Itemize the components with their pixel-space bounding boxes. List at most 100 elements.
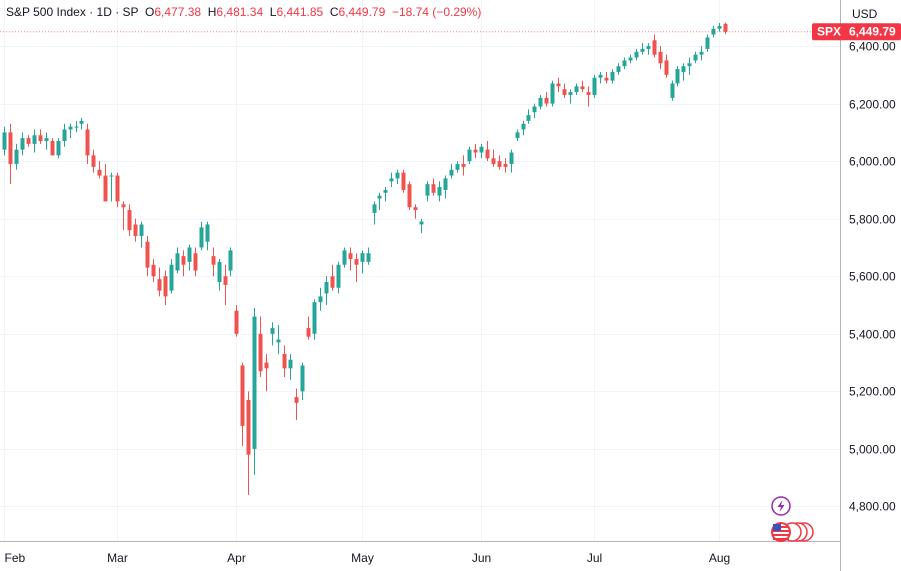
candle — [544, 92, 549, 107]
candle — [372, 201, 377, 225]
candle-body — [550, 83, 555, 104]
candle — [294, 388, 299, 421]
candle — [169, 258, 174, 294]
candle-body — [211, 256, 216, 265]
candle — [336, 261, 341, 294]
candle-body — [318, 296, 323, 303]
interval[interactable]: 1D — [96, 5, 112, 19]
candle — [687, 57, 692, 75]
candle — [288, 353, 293, 380]
candle-body — [342, 250, 347, 265]
candle-body — [401, 172, 406, 190]
low-label: L — [269, 5, 277, 19]
candle-body — [526, 115, 531, 121]
candle — [282, 345, 287, 377]
x-tick-label: Feb — [5, 551, 26, 565]
candle — [604, 71, 609, 84]
candle — [223, 264, 228, 306]
candle — [509, 149, 514, 173]
candle-body — [622, 60, 627, 67]
candle-body — [157, 279, 162, 291]
candle-body — [282, 353, 287, 369]
candle — [699, 46, 704, 61]
candle — [640, 43, 645, 55]
candle — [449, 164, 454, 179]
candle — [139, 221, 144, 248]
candle-body — [270, 328, 275, 334]
candle — [532, 103, 537, 118]
candle — [425, 181, 430, 202]
candle-body — [300, 365, 305, 392]
candle-body — [193, 253, 198, 271]
candle — [586, 86, 591, 107]
low-value: 6,441.85 — [276, 5, 324, 19]
x-tick-label: Jun — [472, 551, 491, 565]
candle — [318, 287, 323, 311]
candle — [377, 192, 382, 211]
lightning-icon[interactable] — [771, 496, 791, 516]
y-tick-label: 6,400.00 — [849, 40, 896, 54]
candle-body — [312, 302, 317, 334]
candle-body — [121, 204, 126, 208]
candle-body — [8, 132, 13, 165]
candle — [240, 362, 245, 447]
candle — [592, 74, 597, 98]
candle — [711, 25, 716, 38]
candle — [515, 129, 520, 142]
candle — [568, 89, 573, 104]
y-tick-label: 6,200.00 — [849, 98, 896, 112]
candle-body — [419, 221, 424, 225]
candle — [675, 66, 680, 87]
candle — [26, 135, 31, 147]
candle-body — [14, 149, 19, 165]
candle — [50, 138, 55, 156]
candle — [723, 22, 728, 34]
x-tick-label: May — [351, 551, 374, 565]
candle-body — [348, 253, 353, 259]
currency-label[interactable]: USD — [852, 7, 878, 21]
candle — [503, 158, 508, 173]
candle-body — [133, 224, 138, 236]
candle-body — [97, 169, 102, 176]
us-flag-icon[interactable] — [771, 522, 814, 542]
candle-body — [413, 207, 418, 211]
candle — [20, 132, 25, 156]
candle — [360, 250, 365, 274]
candle-body — [425, 184, 430, 196]
x-tick-label: Apr — [227, 551, 246, 565]
candle — [652, 34, 657, 58]
candle-body — [139, 224, 144, 236]
candle-body — [187, 247, 192, 262]
candle-body — [389, 178, 394, 182]
candle — [455, 161, 460, 173]
candle-body — [407, 184, 412, 208]
candle — [157, 267, 162, 297]
candle-body — [538, 97, 543, 107]
candle-body — [455, 164, 460, 170]
candle — [646, 43, 651, 55]
candle-body — [598, 74, 603, 78]
candle-body — [74, 126, 79, 128]
candle — [14, 143, 19, 170]
candle-body — [532, 106, 537, 113]
candle-body — [205, 224, 210, 242]
candle-body — [681, 66, 686, 72]
candle-series — [2, 22, 728, 495]
candle-body — [56, 141, 61, 156]
candle-body — [592, 77, 597, 95]
candle — [312, 299, 317, 340]
candle — [68, 123, 73, 139]
candle-body — [723, 23, 728, 32]
candle-body — [276, 339, 281, 343]
x-tick-label: Mar — [107, 551, 128, 565]
candle-body — [509, 152, 514, 165]
candle — [270, 322, 275, 346]
candle-body — [26, 138, 31, 144]
candle-body — [79, 120, 84, 124]
symbol-name[interactable]: S&P 500 Index — [6, 5, 86, 19]
time-axis[interactable]: Feb Mar Apr May Jun Jul Aug — [5, 551, 731, 565]
price-axis[interactable]: 4,800.00 5,000.00 5,200.00 5,400.00 5,600.00… — [849, 40, 896, 514]
candle-body — [20, 138, 25, 150]
candle — [473, 143, 478, 159]
